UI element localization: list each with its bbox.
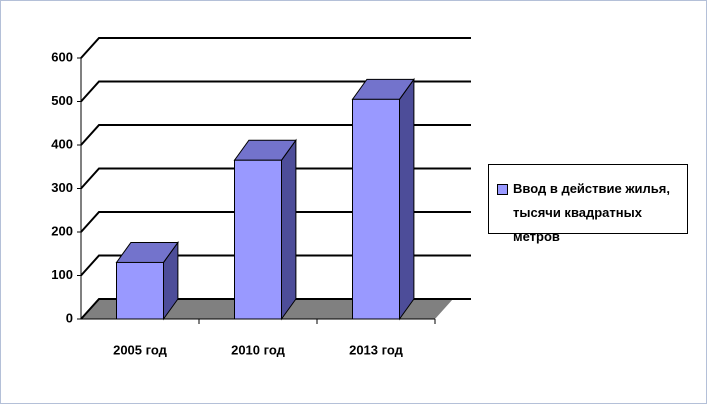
bar [234,159,282,320]
grid-line [80,211,471,233]
grid-line [80,254,471,277]
legend-swatch [497,184,508,195]
grid-line [80,80,471,103]
x-tick-label: 2005 год [113,342,168,357]
x-tick-label: 2013 год [349,342,404,357]
y-tick-label: 600 [51,49,73,64]
legend-label: Ввод в действие жилья, тысячи квадратных… [513,181,670,244]
y-tick-label: 0 [66,310,73,325]
y-tick-label: 400 [51,136,73,151]
y-tick-label: 200 [51,223,73,238]
grid-line [80,37,471,59]
chart: 0 100 200 300 400 500 600 2005 год 2010 год 2013 … [51,37,471,357]
y-tick-label: 300 [51,180,73,195]
grid-line [80,167,471,190]
x-tick-label: 2010 год [231,342,286,357]
bar [116,261,164,320]
bar-side [399,77,415,321]
bar [352,98,400,320]
grid-line [80,124,471,146]
y-tick-label: 500 [51,93,73,108]
bar-side [281,138,297,321]
grid-line [80,298,471,320]
y-tick-label: 100 [51,267,73,282]
legend: Ввод в действие жилья, тысячи квадратных… [488,164,688,244]
